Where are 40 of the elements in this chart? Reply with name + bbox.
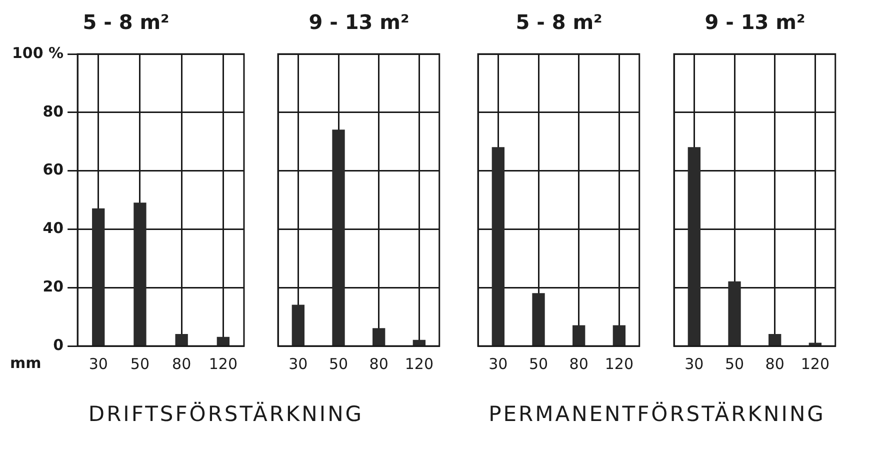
chart-title: 9 - 13 m²: [308, 10, 410, 34]
x-tick-label: 120: [404, 354, 434, 373]
bar: [768, 334, 782, 346]
x-tick-label: 30: [88, 354, 108, 373]
text: DRIFTSFÖRSTÄRKNING: [88, 402, 364, 426]
bar: [92, 208, 105, 346]
bar: [175, 334, 188, 346]
bar: [372, 328, 386, 346]
y-tick-label: 40: [42, 219, 64, 238]
x-tick-label: 80: [369, 354, 388, 373]
y-tick-label: 0: [53, 336, 64, 354]
x-tick-label: 30: [684, 354, 704, 373]
bar: [332, 130, 345, 346]
x-tick-label: 50: [528, 354, 548, 373]
y-tick-label: 60: [42, 160, 64, 179]
bar: [134, 202, 146, 346]
text: PERMANENTFÖRSTÄRKNING: [488, 402, 826, 426]
bar: [216, 336, 230, 346]
y-tick-label: 20: [42, 277, 64, 296]
x-tick-label: 30: [488, 354, 508, 373]
x-tick-label: 80: [172, 354, 192, 373]
x-tick-label: 50: [328, 354, 348, 373]
x-tick-label: 120: [604, 354, 634, 373]
x-tick-label: 50: [724, 354, 744, 373]
bar: [292, 304, 304, 346]
chart-title: 5 - 8 m²: [516, 10, 602, 34]
x-tick-label: 120: [800, 354, 830, 373]
chart-title: 9 - 13 m²: [704, 10, 806, 34]
x-tick-label: 120: [208, 354, 238, 373]
y-tick-label: 100 %: [12, 44, 64, 62]
x-tick-label: 80: [765, 354, 784, 373]
bar: [728, 281, 741, 346]
bar: [412, 340, 426, 346]
chart-title: 5 - 8 m²: [82, 10, 170, 34]
x-tick-label: 80: [569, 354, 588, 373]
bar: [688, 147, 700, 346]
x-tick-label: 50: [130, 354, 150, 373]
y-tick-label: 80: [42, 102, 64, 120]
x-tick-label: 30: [288, 354, 308, 373]
x-axis-title: mm: [10, 354, 42, 372]
